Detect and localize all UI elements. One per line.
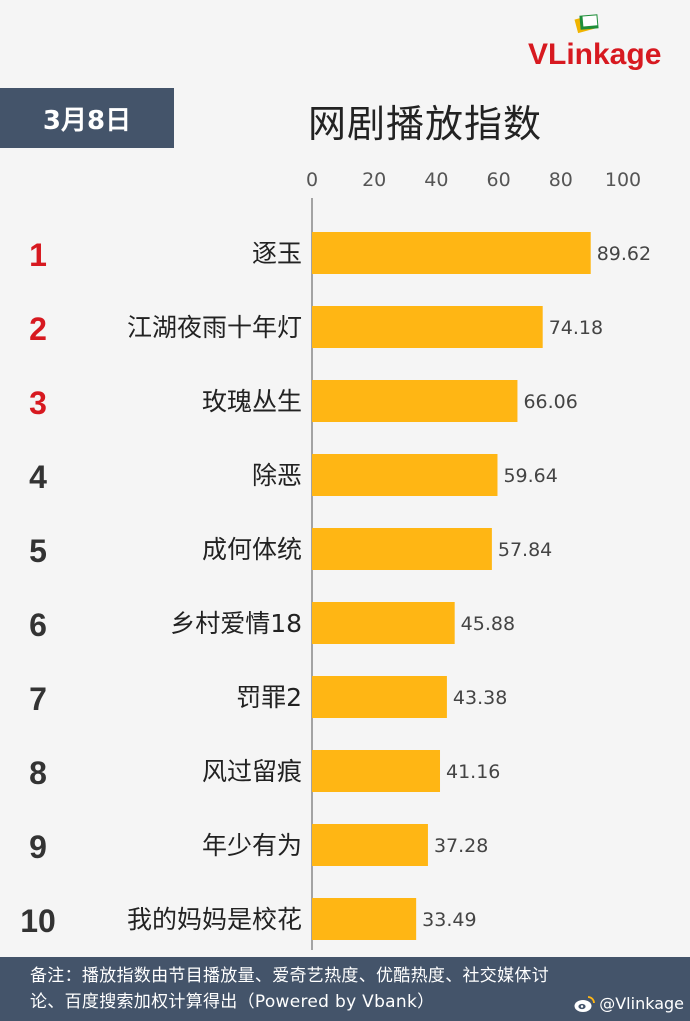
rank-number: 4 (29, 459, 47, 495)
logo-text: VLinkage (528, 38, 661, 71)
watermark-text: @Vlinkage (599, 994, 684, 1013)
weibo-watermark: @Vlinkage (573, 994, 684, 1013)
bar-value-label: 74.18 (549, 317, 603, 339)
category-label: 我的妈妈是校花 (127, 905, 302, 934)
chart-row: 3 玫瑰丛生 66.06 (29, 380, 578, 422)
category-label: 成何体统 (202, 535, 302, 564)
footer: 备注：播放指数由节目播放量、爱奇艺热度、优酷热度、社交媒体讨论、百度搜索加权计算… (0, 957, 690, 1021)
bar (312, 750, 441, 792)
chart-rows: 1 逐玉 89.62 2 江湖夜雨十年灯 74.18 3 玫瑰丛生 66.06 4 除恶 59.64 5… (20, 232, 651, 940)
rank-number: 7 (29, 681, 47, 717)
bar (312, 454, 498, 496)
chart-row: 10 我的妈妈是校花 33.49 (20, 898, 477, 940)
category-label: 江湖夜雨十年灯 (127, 313, 302, 342)
chart-row: 6 乡村爱情18 45.88 (29, 602, 515, 644)
category-label: 除恶 (252, 461, 302, 490)
bar-value-label: 45.88 (461, 613, 515, 635)
category-label: 罚罪2 (236, 683, 302, 712)
rank-number: 9 (29, 829, 47, 865)
chart-row: 9 年少有为 37.28 (29, 824, 488, 866)
category-label: 玫瑰丛生 (202, 387, 302, 416)
chart-row: 7 罚罪2 43.38 (29, 676, 507, 718)
bar (312, 528, 492, 570)
rank-number: 1 (29, 237, 47, 273)
bar (312, 898, 417, 940)
rank-number: 10 (20, 903, 56, 939)
date-label: 3月8日 (0, 88, 174, 148)
bar-value-label: 37.28 (434, 835, 488, 857)
x-tick-label: 40 (424, 169, 448, 191)
bar (312, 824, 428, 866)
footnote: 备注：播放指数由节目播放量、爱奇艺热度、优酷热度、社交媒体讨论、百度搜索加权计算… (30, 966, 549, 1012)
bar-chart: 0 20 40 60 80 100 1 逐玉 89.62 2 江湖夜雨十年灯 74.18 3 玫瑰丛生 6… (20, 169, 651, 950)
weibo-icon (574, 995, 596, 1012)
x-tick-label: 100 (605, 169, 641, 191)
bar (312, 602, 455, 644)
rank-number: 6 (29, 607, 47, 643)
rank-number: 3 (29, 385, 47, 421)
category-label: 乡村爱情18 (170, 609, 302, 638)
bar-value-label: 66.06 (523, 391, 577, 413)
bar-value-label: 59.64 (503, 465, 557, 487)
chart-row: 4 除恶 59.64 (29, 454, 558, 496)
chart-title: 网剧播放指数 (307, 101, 542, 146)
vlinkage-logo: VLinkage (528, 14, 661, 71)
bar (312, 380, 518, 422)
bar-value-label: 43.38 (453, 687, 507, 709)
rank-number: 2 (29, 311, 47, 347)
category-label: 逐玉 (252, 239, 302, 268)
x-tick-label: 0 (306, 169, 318, 191)
bar (312, 676, 447, 718)
bar (312, 306, 543, 348)
category-label: 年少有为 (202, 831, 302, 860)
logo-cards-icon (574, 14, 599, 34)
x-tick-label: 60 (487, 169, 511, 191)
rank-number: 5 (29, 533, 47, 569)
bar-value-label: 33.49 (422, 909, 476, 931)
rank-number: 8 (29, 755, 47, 791)
category-label: 风过留痕 (202, 757, 302, 786)
bar-value-label: 89.62 (597, 243, 651, 265)
chart-row: 8 风过留痕 41.16 (29, 750, 500, 792)
x-axis-ticks: 0 20 40 60 80 100 (306, 169, 641, 191)
x-tick-label: 20 (362, 169, 386, 191)
x-tick-label: 80 (549, 169, 573, 191)
chart-row: 1 逐玉 89.62 (29, 232, 651, 274)
chart-row: 5 成何体统 57.84 (29, 528, 552, 570)
bar-value-label: 41.16 (446, 761, 500, 783)
bar-value-label: 57.84 (498, 539, 552, 561)
chart-row: 2 江湖夜雨十年灯 74.18 (29, 306, 603, 348)
bar (312, 232, 591, 274)
